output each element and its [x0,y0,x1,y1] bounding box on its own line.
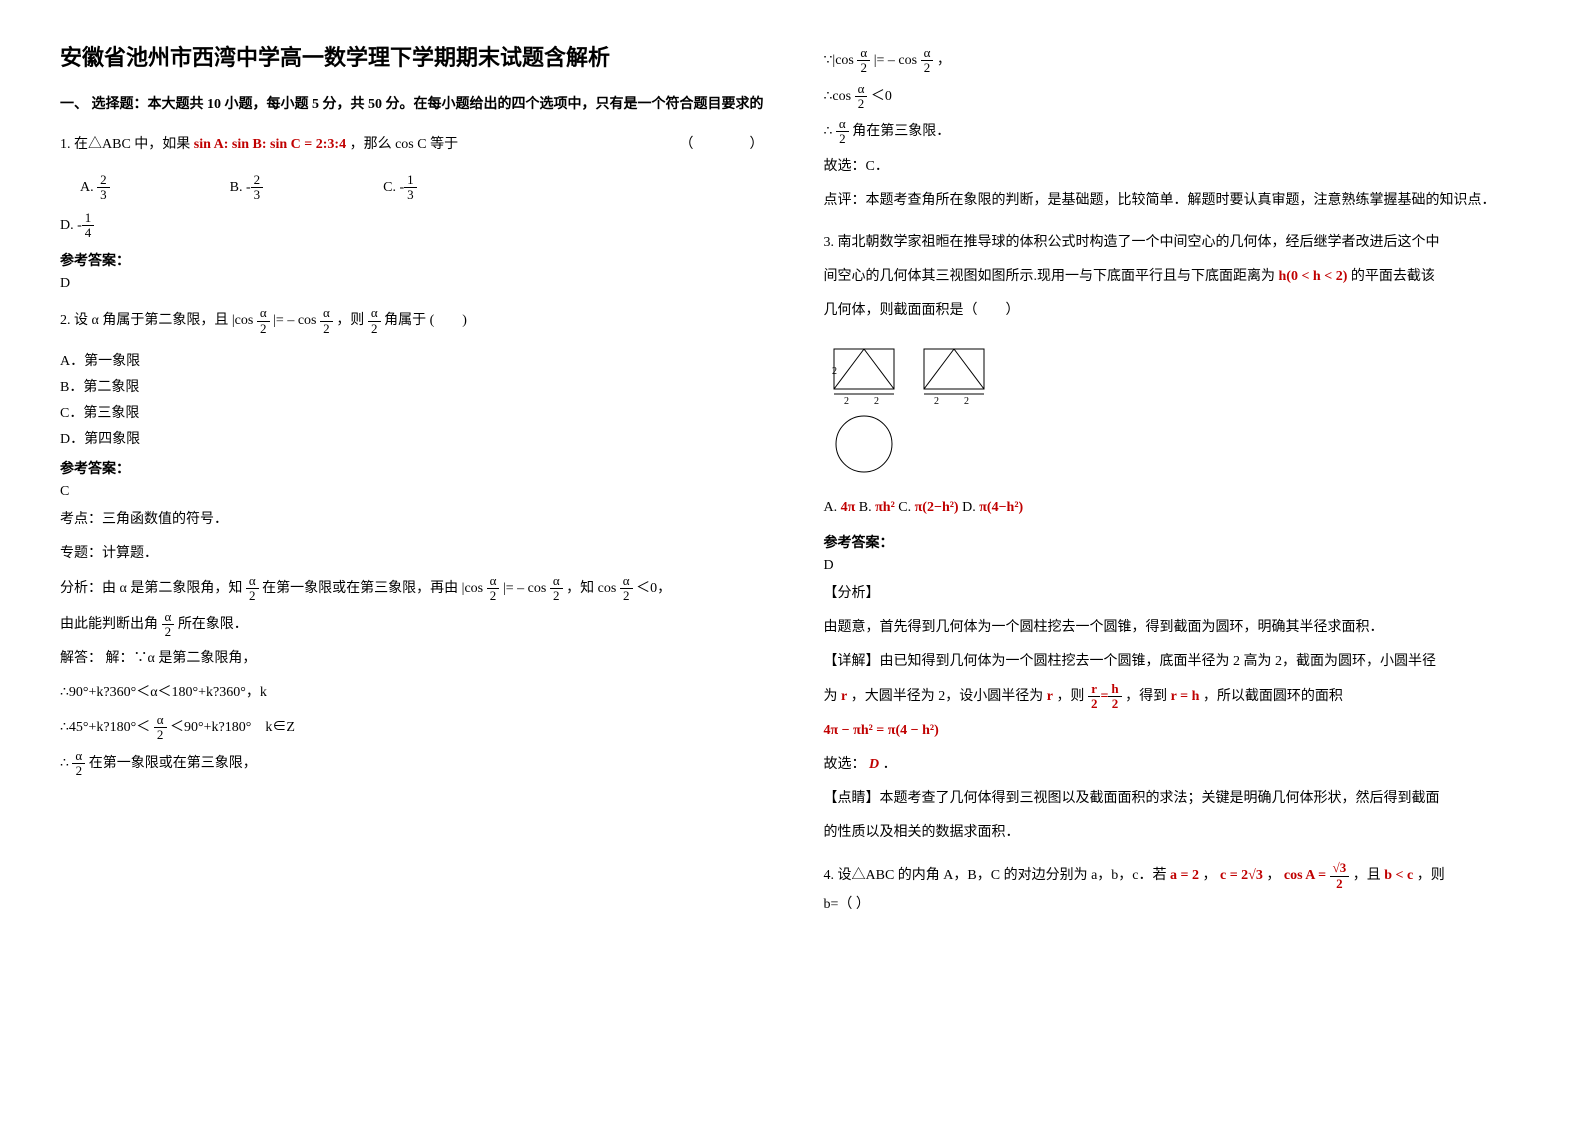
q2-jieda-3: ∴45°+k?180°＜ α2 ＜90°+k?180° k∈Z [60,713,764,743]
q2-r1: ∵|cos α2 |= – cos α2 ， [824,46,1528,76]
q1-answer: D [60,276,764,292]
svg-text:2: 2 [832,366,837,377]
q2-stem-d: 角属于 ( ) [384,313,467,328]
q1-optC: C. -13 [383,173,417,203]
question-2: 2. 设 α 角属于第二象限，且 |cos α2 |= – cos α2 ，则 … [60,306,764,336]
q2-optA: A．第一象限 [60,350,764,370]
q3-dianshui-1: 【点睛】本题考查了几何体得到三视图以及截面面积的求法；关键是明确几何体形状，然后… [824,785,1528,813]
q2-answer-label: 参考答案： [60,458,764,478]
q2-r3: ∴ α2 角在第三象限． [824,117,1528,147]
q2-r4: 故选：C． [824,153,1528,181]
q2-answer: C [60,484,764,500]
q3-dianshui-2: 的性质以及相关的数据求面积． [824,819,1528,847]
q2-dianping: 点评：本题考查角所在象限的判断，是基础题，比较简单．解题时要认真审题，注意熟练掌… [824,187,1528,215]
q1-optB: B. -23 [230,173,264,203]
q3-answer-label: 参考答案： [824,532,1528,552]
q2-r2: ∴cos α2 ＜0 [824,82,1528,112]
q4-stem-c: b=（ ） [824,891,1528,919]
q2-stem-c: ，则 [336,313,368,328]
q1-blank: （ ） [680,131,764,159]
q2-optB: B．第二象限 [60,376,764,396]
q3-xiangjie-2: 为 r ，大圆半径为 2，设小圆半径为 r ，则 r2=h2 ，得到 r = h… [824,682,1528,712]
svg-text:2: 2 [844,396,849,407]
q3-h-cond: h(0 < h < 2) [1279,269,1348,284]
page-title: 安徽省池州市西湾中学高一数学理下学期期末试题含解析 [60,40,764,72]
q2-jieda-1: 解答： 解：∵α 是第二象限角， [60,645,764,673]
q3-options: A. 4π B. πh² C. π(2−h²) D. π(4−h²) [824,494,1528,522]
question-3: 3. 南北朝数学家祖暅在推导球的体积公式时构造了一个中间空心的几何体，经后继学者… [824,229,1528,325]
q2-optC: C．第三象限 [60,402,764,422]
q3-formula: 4π − πh² = π(4 − h²) [824,717,1528,745]
svg-text:2: 2 [934,396,939,407]
q2-jieda-4: ∴ α2 在第一象限或在第三象限， [60,749,764,779]
q2-stem-b: |= – cos [273,313,320,328]
svg-text:2: 2 [874,396,879,407]
svg-text:2: 2 [964,396,969,407]
q3-answer: D [824,558,1528,574]
q3-fenxi-h: 【分析】 [824,580,1528,608]
q1-optA: A. 23 [80,173,110,203]
q3-three-view-diagram: 2 2 2 2 2 [824,339,1528,484]
q2-jieda-2: ∴90°+k?360°＜α＜180°+k?360°，k [60,679,764,707]
q1-stem-pre: 1. 在△ABC 中，如果 [60,137,190,152]
q1-answer-label: 参考答案： [60,250,764,270]
q4-cosA: cos A = √32 [1284,868,1353,883]
q2-optD: D．第四象限 [60,428,764,448]
q2-fenxi-2: 由此能判断出角 α2 所在象限． [60,610,764,640]
q3-xiangjie-h: 【详解】由已知得到几何体为一个圆柱挖去一个圆锥，底面半径为 2 高为 2，截面为… [824,648,1528,676]
q2-stem-a: 2. 设 α 角属于第二象限，且 |cos [60,313,257,328]
section-heading: 一、 选择题：本大题共 10 小题，每小题 5 分，共 50 分。在每小题给出的… [60,92,764,117]
q3-fenxi-1: 由题意，首先得到几何体为一个圆柱挖去一个圆锥，得到截面为圆环，明确其半径求面积． [824,614,1528,642]
q3-select: 故选： D ． [824,751,1528,779]
q1-optD: D. -14 [60,211,764,241]
q2-kaodian: 考点：三角函数值的符号． [60,506,764,534]
q2-fenxi: 分析：由 α 是第二象限角，知 α2 在第一象限或在第三象限，再由 |cos α… [60,574,764,604]
q2-zhuanti: 专题：计算题． [60,540,764,568]
q1-options-row1: A. 23 B. -23 C. -13 [80,173,764,203]
question-4: 4. 设△ABC 的内角 A，B，C 的对边分别为 a，b，c．若 a = 2 … [824,861,1528,919]
q1-ratio: sin A: sin B: sin C = 2:3:4 [194,137,346,152]
q1-stem-post: ，那么 cos C 等于 [350,137,459,152]
question-1: 1. 在△ABC 中，如果 sin A: sin B: sin C = 2:3:… [60,131,764,159]
